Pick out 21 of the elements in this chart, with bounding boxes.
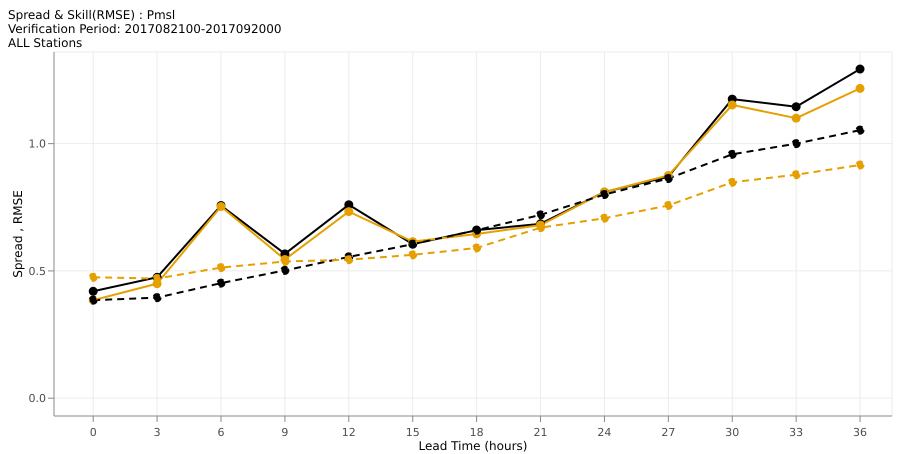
- x-tick-label: 18: [470, 426, 484, 439]
- text: ALL Stations: [8, 36, 84, 50]
- x-tick-label: 27: [661, 426, 676, 439]
- x-tick-label: 21: [534, 426, 548, 439]
- x-tick-label: 30: [725, 426, 740, 439]
- x-tick-label: 36: [853, 426, 868, 439]
- y-tick-label: 0.0: [28, 392, 46, 406]
- x-axis-title: Lead Time (hours): [418, 439, 528, 453]
- y-tick-label: 0.5: [28, 264, 46, 278]
- x-tick-label: 24: [597, 426, 612, 439]
- x-tick-label: 3: [154, 426, 161, 439]
- x-tick-label: 12: [342, 426, 356, 439]
- y-tick-label: 1.0: [28, 138, 46, 151]
- x-tick-label: 33: [789, 426, 804, 439]
- chart-title: Spread & Skill(RMSE) : Pmsl: [8, 8, 176, 22]
- x-tick-label: 9: [281, 426, 288, 439]
- chart-subtitle: Verification Period: 2017082100-2017092000: [8, 22, 283, 36]
- x-tick-label: 0: [90, 426, 97, 439]
- x-tick-label: 15: [406, 426, 420, 439]
- y-axis-title: Spread , RMSE: [11, 190, 25, 278]
- x-tick-label: 6: [218, 426, 225, 439]
